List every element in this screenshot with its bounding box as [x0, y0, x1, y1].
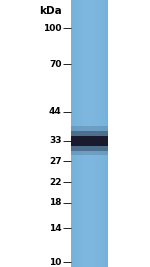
Text: 70: 70 — [49, 60, 62, 69]
Bar — [103, 0, 104, 267]
Bar — [70, 131, 108, 136]
Bar — [106, 0, 107, 267]
Bar — [85, 0, 86, 267]
Bar — [100, 0, 101, 267]
Bar — [93, 0, 94, 267]
Bar — [74, 0, 75, 267]
Text: 10: 10 — [49, 258, 62, 267]
Text: 44: 44 — [49, 107, 61, 116]
Bar — [87, 0, 88, 267]
Bar — [79, 0, 80, 267]
Bar — [105, 0, 106, 267]
Bar — [92, 0, 93, 267]
Bar — [71, 0, 72, 267]
Bar — [72, 0, 73, 267]
Bar — [85, 0, 86, 267]
Bar — [94, 0, 95, 267]
Text: kDa: kDa — [39, 6, 62, 15]
Bar — [75, 0, 76, 267]
Text: 33: 33 — [49, 136, 62, 145]
Bar — [78, 0, 79, 267]
Bar — [96, 0, 97, 267]
Text: 18: 18 — [49, 198, 62, 207]
Bar — [90, 0, 91, 267]
Bar — [88, 0, 89, 267]
Bar — [104, 0, 105, 267]
Text: 27: 27 — [49, 157, 61, 166]
Bar — [100, 0, 101, 267]
Bar — [70, 146, 108, 155]
Bar — [99, 0, 100, 267]
Bar — [107, 0, 108, 267]
Bar — [81, 0, 82, 267]
Bar — [102, 0, 103, 267]
Bar — [89, 0, 90, 267]
Bar — [83, 0, 84, 267]
Bar — [95, 0, 96, 267]
Bar — [84, 0, 85, 267]
Bar — [73, 0, 74, 267]
Bar — [70, 0, 71, 267]
Bar — [80, 0, 81, 267]
Bar — [76, 0, 77, 267]
Bar — [101, 0, 102, 267]
Bar — [77, 0, 78, 267]
Text: 22: 22 — [49, 178, 62, 187]
Bar — [82, 0, 83, 267]
Bar — [98, 0, 99, 267]
Text: 100: 100 — [43, 23, 62, 33]
Bar — [91, 0, 92, 267]
Bar — [70, 146, 108, 151]
Bar — [86, 0, 87, 267]
Bar — [97, 0, 98, 267]
Text: 14: 14 — [49, 223, 61, 233]
Bar — [70, 127, 108, 136]
Bar — [70, 136, 108, 146]
